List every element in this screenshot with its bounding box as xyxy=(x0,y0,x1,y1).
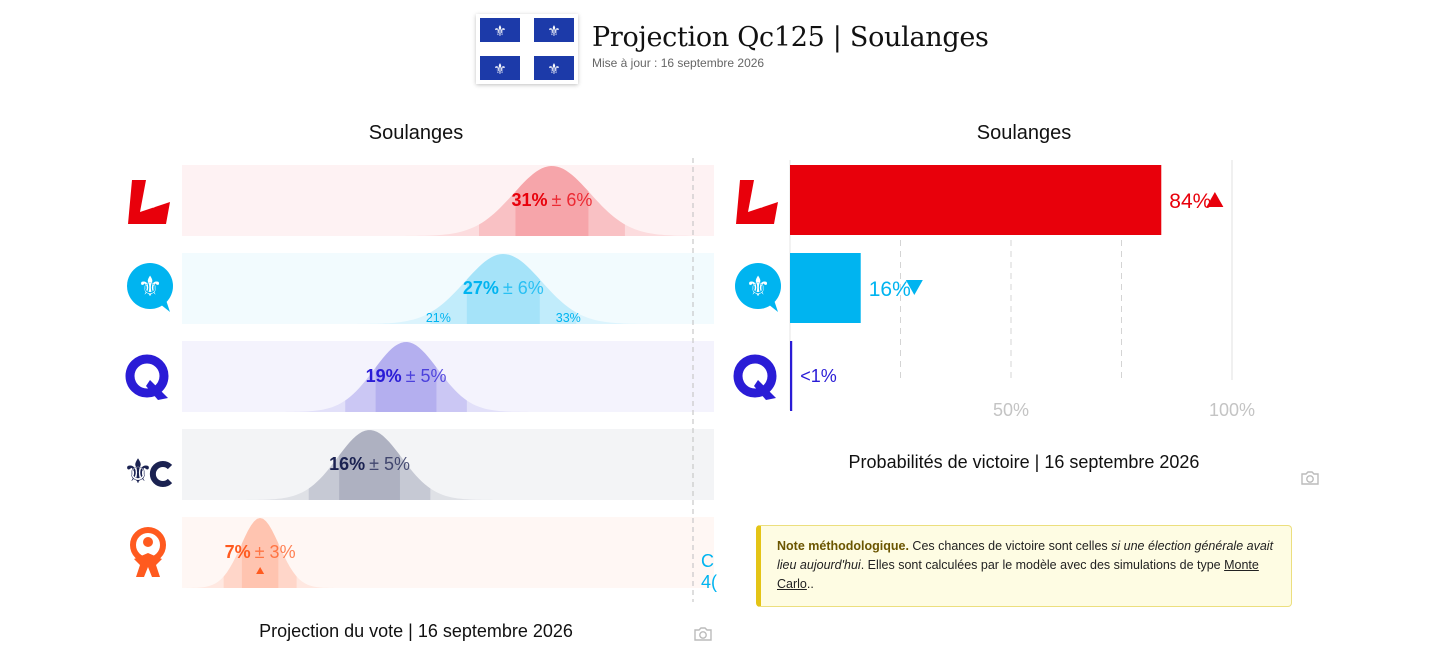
camera-icon[interactable] xyxy=(1300,470,1320,486)
svg-text:⚜: ⚜ xyxy=(745,271,770,302)
plq-logo-icon xyxy=(734,172,784,228)
svg-text:⚜: ⚜ xyxy=(493,23,506,40)
win-chart-caption: Probabilités de victoire | 16 septembre … xyxy=(848,452,1200,472)
quebec-flag-icon: ⚜ ⚜ ⚜ ⚜ xyxy=(476,14,578,84)
svg-text:⚜: ⚜ xyxy=(493,61,506,78)
vote-distribution-curve xyxy=(182,254,714,324)
win-value-label: 16% xyxy=(869,278,911,301)
note-text: . Elles sont calculées par le modèle ave… xyxy=(860,558,1225,572)
trend-up-icon xyxy=(1206,192,1224,207)
svg-text:⚜: ⚜ xyxy=(137,271,162,302)
row-background xyxy=(182,517,714,588)
update-date: Mise à jour : 16 septembre 2026 xyxy=(592,56,765,70)
vote-row-pq: 27% ± 6% 21% 33% xyxy=(182,253,714,325)
svg-text:⚜: ⚜ xyxy=(547,23,560,40)
svg-text:⚜: ⚜ xyxy=(547,61,560,78)
vote-row-qs: 7% ± 3% xyxy=(182,517,714,588)
pq-logo-icon: ⚜ xyxy=(734,260,784,316)
note-text: Ces chances de victoire sont celles xyxy=(908,539,1112,553)
range-low-label: 21% xyxy=(426,311,451,325)
row-background xyxy=(182,429,714,500)
win-bar-caq xyxy=(790,341,793,411)
row-background xyxy=(182,253,714,324)
win-bar-pq xyxy=(790,253,861,323)
row-background xyxy=(182,341,714,412)
win-probability-chart: 84% 16% <1% 50% 100% xyxy=(789,160,1255,420)
trend-down-icon xyxy=(905,280,923,295)
vote-chart-title: Soulanges xyxy=(368,122,464,144)
cutoff-label: C xyxy=(701,551,714,571)
win-value-label: <1% xyxy=(800,366,837,386)
x-tick-label: 50% xyxy=(993,400,1029,420)
win-bar-plq xyxy=(790,165,1162,235)
pcq-logo-icon: ⚜ xyxy=(124,437,174,493)
note-italic: si une élection générale avait lieu aujo… xyxy=(777,539,1274,572)
qs-logo-icon xyxy=(126,525,176,581)
page-title: Projection Qc125 | Soulanges xyxy=(592,22,989,53)
vote-row-pcq: 16% ± 5% xyxy=(182,429,714,500)
vote-row-plq: 31% ± 6% xyxy=(182,165,714,236)
svg-text:⚜: ⚜ xyxy=(124,453,153,491)
vote-distribution-curve xyxy=(182,518,714,588)
plq-logo-icon xyxy=(126,172,176,228)
vote-value-label: 16% ± 5% xyxy=(329,454,410,474)
vote-value-label: 27% ± 6% xyxy=(463,278,544,298)
caq-logo-icon xyxy=(124,350,174,406)
pq-logo-icon: ⚜ xyxy=(126,260,176,316)
row-background xyxy=(182,165,714,236)
methodology-note: Note méthodologique. Ces chances de vict… xyxy=(756,525,1292,607)
camera-icon[interactable] xyxy=(693,626,713,642)
vote-projection-chart: 31% ± 6% 27% ± 6% 21% 33% 19% ± 5% 16% ± 5% 7% ± 3%… xyxy=(182,158,717,602)
range-high-label: 33% xyxy=(556,311,581,325)
monte-carlo-link[interactable]: Monte Carlo xyxy=(777,558,1259,591)
caq-logo-icon xyxy=(732,350,782,406)
vote-distribution-curve xyxy=(182,166,714,236)
vote-value-label: 31% ± 6% xyxy=(511,190,592,210)
vote-value-label: 19% ± 5% xyxy=(366,366,447,386)
vote-chart-caption: Projection du vote | 16 septembre 2026 xyxy=(259,621,573,641)
trend-up-icon xyxy=(256,567,265,574)
x-tick-label: 100% xyxy=(1209,400,1255,420)
vote-distribution-curve xyxy=(182,342,714,412)
note-heading: Note méthodologique. xyxy=(777,539,909,553)
note-text: .. xyxy=(806,577,814,591)
vote-row-caq: 19% ± 5% xyxy=(182,341,714,412)
win-chart-title: Soulanges xyxy=(976,122,1072,144)
win-value-label: 84% xyxy=(1169,190,1211,213)
cutoff-label: 4( xyxy=(701,572,717,592)
vote-value-label: 7% ± 3% xyxy=(225,542,296,562)
